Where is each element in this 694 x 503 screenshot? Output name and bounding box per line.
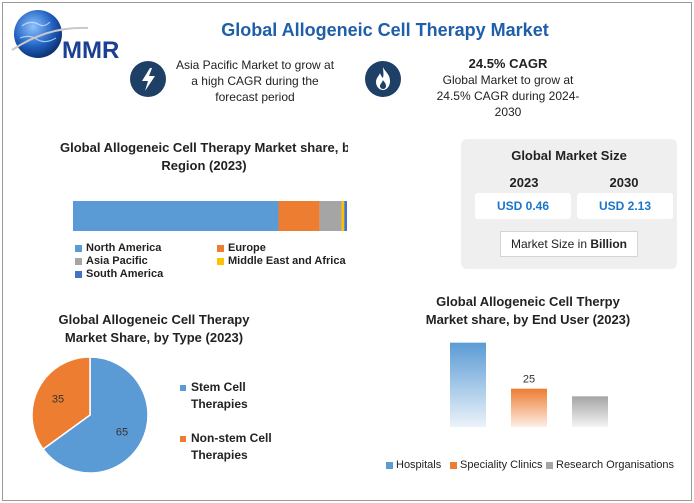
value-2030: USD 2.13 [577, 193, 673, 219]
flame-circle [365, 61, 401, 97]
region-legend-asia-pacific: Asia Pacific [75, 255, 148, 267]
market-size-title: Global Market Size [511, 148, 627, 163]
enduser-bar-chart: 25 [450, 342, 608, 427]
lightning-circle [130, 61, 166, 97]
lightning-icon [142, 68, 155, 91]
region-legend-middle-east-and-africa: Middle East and Africa [217, 255, 346, 267]
pie-slice-non-stem-cell-therapies [31, 356, 91, 451]
region-legend-north-america: North America [75, 242, 161, 254]
flame-icon [376, 67, 390, 90]
enduser-legend-hospitals: Hospitals [386, 459, 441, 471]
logo-text: MMR [62, 37, 119, 64]
enduser-legend-speciality-clinics: Speciality Clinics [450, 459, 543, 471]
nonstem-swatch [180, 435, 186, 442]
highlight-1-text: Asia Pacific Market to grow at a high CA… [175, 58, 335, 104]
enduser-legend-research-organisations: Research Organisations [546, 459, 674, 471]
page-title: Global Allogeneic Cell Therapy Market [221, 20, 549, 40]
region-bar-north-america [73, 201, 279, 231]
type-pie-chart: 65 35 [31, 356, 149, 474]
pie-legend-nonstem: Non-stem Cell Therapies [180, 430, 272, 464]
market-size-panel: Global Market Size 2023 2030 USD 0.46 US… [461, 139, 677, 269]
pie-legend-stem: Stem Cell Therapies [180, 379, 248, 413]
year-2030: 2030 [609, 175, 639, 190]
pie-label-stem-cell-therapies: 65 [116, 426, 128, 438]
year-2023: 2023 [509, 175, 539, 190]
enduser-bar-hospitals [450, 342, 486, 427]
region-bar-asia-pacific [319, 201, 342, 231]
region-stacked-bar [73, 201, 347, 231]
region-legend-south-america: South America [75, 268, 163, 280]
value-2023: USD 0.46 [475, 193, 571, 219]
pie-slice-stem-cell-therapies [42, 356, 149, 474]
region-bar-south-america [344, 201, 347, 231]
region-bar-europe [278, 201, 320, 231]
region-bar-middle-east-and-africa [341, 201, 345, 231]
highlight-2-text: 24.5% CAGR Global Market to grow at 24.5… [436, 56, 580, 119]
enduser-bar-speciality-clinics [511, 388, 547, 427]
enduser-label-speciality-clinics: 25 [523, 374, 535, 386]
globe-icon [14, 10, 62, 58]
region-legend-europe: Europe [217, 242, 266, 254]
region-chart-title: Global Allogeneic Cell Therapy Market sh… [60, 140, 348, 173]
enduser-bar-research-organisations [572, 396, 608, 427]
type-chart-title: Global Allogeneic Cell Therapy Market Sh… [58, 312, 250, 345]
stem-swatch [180, 384, 186, 391]
enduser-chart-title: Global Allogeneic Cell Therpy Market sha… [425, 294, 631, 327]
pie-label-non-stem-cell-therapies: 35 [52, 394, 64, 406]
market-size-unit: Market Size in Billion [500, 231, 638, 257]
mmr-logo: MMR [11, 10, 119, 64]
